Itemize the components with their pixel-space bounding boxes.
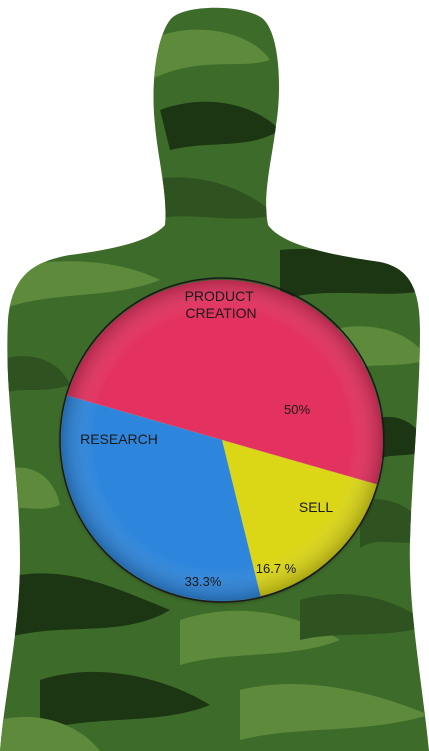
- camo-patch: [0, 716, 100, 751]
- camo-patch: [40, 671, 210, 730]
- camo-patch: [150, 29, 270, 80]
- camo-patch: [0, 573, 170, 640]
- slice-label-sell: SELL: [299, 499, 333, 515]
- camo-patch: [150, 177, 275, 220]
- camo-patch: [0, 356, 70, 395]
- pie-labels: PRODUCT CREATION 50% SELL 16.7 % RESEARC…: [80, 288, 333, 589]
- value-label-research: 33.3%: [185, 574, 222, 589]
- camo-patch: [0, 261, 160, 310]
- camo-patch: [280, 249, 429, 300]
- camo-patch: [240, 684, 429, 740]
- camo-patch: [300, 594, 429, 640]
- slice-label-research: RESEARCH: [80, 431, 158, 447]
- camo-patch: [370, 416, 429, 465]
- value-label-product-creation: 50%: [284, 402, 310, 417]
- value-label-sell: 16.7 %: [256, 561, 297, 576]
- slice-label-product-creation: PRODUCT CREATION: [185, 288, 258, 321]
- pie-outline: [59, 277, 385, 603]
- camo-patch: [160, 101, 280, 150]
- pie-shading: [61, 279, 383, 601]
